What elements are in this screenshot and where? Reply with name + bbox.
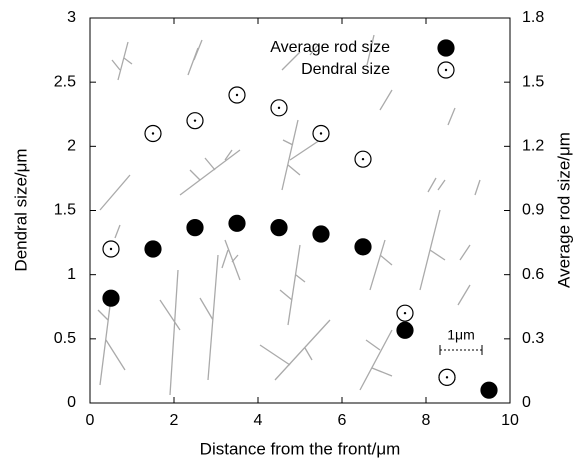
y-tick-label: 1: [67, 266, 76, 283]
y2-tick-label: 0.9: [522, 202, 544, 219]
point-center: [109, 247, 113, 251]
dendrite: [187, 39, 203, 76]
x-tick-label: 0: [86, 412, 95, 429]
y2-tick-label: 0.6: [522, 266, 544, 283]
point: [144, 240, 162, 258]
y2-tick-label: 1.2: [522, 138, 544, 155]
x-tick-label: 6: [338, 412, 347, 429]
y2-tick-label: 1.8: [522, 9, 544, 26]
x-axis-label: Distance from the front/μm: [200, 439, 401, 458]
x-tick-label: 10: [501, 412, 519, 429]
point-center: [403, 311, 407, 315]
scale-label: 1μm: [447, 327, 475, 343]
x-tick-label: 8: [422, 412, 431, 429]
point-center: [193, 119, 197, 122]
x-tick-label: 2: [170, 412, 179, 429]
dendrite: [221, 239, 241, 281]
dendrite: [279, 244, 306, 326]
y-tick-label: 1.5: [54, 202, 76, 219]
legend-label: Dendral size: [301, 61, 390, 78]
dendrite: [369, 239, 393, 291]
y-tick-label: 0: [67, 394, 76, 411]
dendrite: [359, 329, 393, 391]
point: [480, 381, 498, 399]
point-center: [319, 132, 323, 135]
dendrite: [99, 174, 131, 239]
dendrite: [179, 149, 241, 196]
point: [228, 214, 246, 232]
point: [396, 321, 414, 339]
y2-tick-label: 0.3: [522, 330, 544, 347]
legend-marker: [437, 39, 455, 57]
y2-axis-label: Average rod size/μm: [554, 132, 573, 288]
scale-bar: 1μm: [439, 327, 483, 355]
dendrite: [259, 319, 331, 381]
y-axis-label: Dendral size/μm: [11, 148, 30, 271]
legend-label: Average rod size: [270, 39, 390, 56]
dendrite: [419, 209, 446, 291]
point-center: [277, 106, 281, 110]
dendrite: [281, 119, 321, 191]
dendrite-background: [97, 34, 481, 396]
dendrite: [159, 269, 181, 396]
dendrite: [199, 254, 219, 381]
y-tick-label: 2.5: [54, 73, 76, 90]
y2-tick-label: 1.5: [522, 73, 544, 90]
dendrite: [427, 107, 456, 193]
y-tick-label: 3: [67, 9, 76, 26]
point-center: [151, 132, 155, 135]
point: [354, 238, 372, 256]
dendrite: [366, 34, 393, 111]
point: [102, 289, 120, 307]
y-tick-label: 2: [67, 138, 76, 155]
point: [186, 219, 204, 237]
point: [270, 219, 288, 237]
dendrite: [457, 179, 481, 306]
point-center: [445, 376, 449, 379]
x-tick-label: 4: [254, 412, 263, 429]
y-tick-label: 0.5: [54, 330, 76, 347]
y2-tick-label: 0: [522, 394, 531, 411]
dendrite: [111, 41, 133, 81]
legend-marker-center: [444, 68, 448, 72]
dendrite: [281, 44, 319, 71]
point-center: [235, 93, 239, 97]
point-center: [361, 157, 365, 161]
point: [312, 225, 330, 243]
